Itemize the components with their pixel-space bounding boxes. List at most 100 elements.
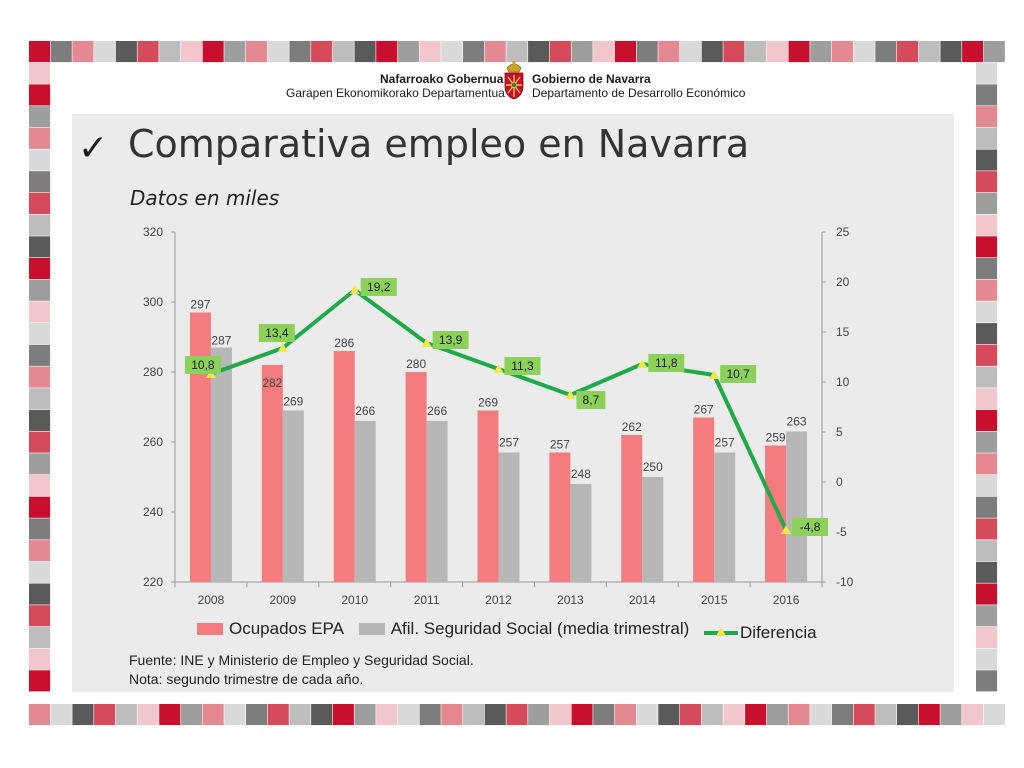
- border-tile: [976, 279, 998, 301]
- border-tile: [354, 704, 376, 726]
- border-tile: [506, 704, 528, 726]
- org-name-basque: Nafarroako Gobernua: [380, 72, 504, 86]
- border-tile: [976, 388, 998, 410]
- border-tile: [976, 127, 998, 149]
- border-tile: [29, 62, 51, 84]
- border-tile: [571, 41, 593, 63]
- border-tile: [962, 41, 984, 63]
- border-tile: [29, 192, 51, 214]
- border-tile: [976, 192, 998, 214]
- border-tile: [29, 670, 51, 692]
- border-tile: [29, 366, 51, 388]
- border-tile: [788, 41, 810, 63]
- border-tile: [976, 258, 998, 280]
- border-tile: [983, 41, 1005, 63]
- border-tile: [976, 670, 998, 692]
- border-tile: [897, 41, 919, 63]
- border-tile: [29, 648, 51, 670]
- border-tile: [29, 214, 51, 236]
- border-tile: [29, 409, 51, 431]
- border-tile: [72, 41, 94, 63]
- border-tile: [376, 41, 398, 63]
- government-header: Nafarroako Gobernua Garapen Ekonomikorak…: [286, 61, 746, 104]
- border-tile: [745, 41, 767, 63]
- border-tile: [29, 453, 51, 475]
- border-tile: [29, 496, 51, 518]
- border-tile: [29, 431, 51, 453]
- border-tile: [976, 648, 998, 670]
- border-tile: [29, 704, 51, 726]
- legend-item-afiliados: Afil. Seguridad Social (media trimestral…: [358, 619, 689, 639]
- border-tile: [680, 704, 702, 726]
- border-tile: [976, 344, 998, 366]
- border-tile: [976, 366, 998, 388]
- border-tile: [419, 704, 441, 726]
- border-tile: [658, 41, 680, 63]
- border-tile: [571, 704, 593, 726]
- border-tile: [940, 41, 962, 63]
- border-tile: [202, 41, 224, 63]
- legend-label-ocupados: Ocupados EPA: [229, 619, 344, 638]
- border-tile: [976, 475, 998, 497]
- border-tile: [614, 41, 636, 63]
- border-tile: [528, 704, 550, 726]
- border-tile: [419, 41, 441, 63]
- border-tile: [614, 704, 636, 726]
- border-tile: [976, 453, 998, 475]
- border-tile: [976, 409, 998, 431]
- border-tile: [202, 704, 224, 726]
- border-tile: [976, 62, 998, 84]
- border-tile: [976, 149, 998, 171]
- border-tile: [701, 41, 723, 63]
- border-tile: [29, 84, 51, 106]
- border-tile: [29, 279, 51, 301]
- border-tile: [940, 704, 962, 726]
- border-tile: [137, 41, 159, 63]
- chart-legend: Ocupados EPA Afil. Seguridad Social (med…: [197, 619, 827, 643]
- border-tile: [680, 41, 702, 63]
- border-tile: [246, 41, 268, 63]
- legend-swatch-diferencia: [704, 627, 739, 636]
- page-title: Comparativa empleo en Navarra: [128, 122, 750, 166]
- border-tile: [311, 41, 333, 63]
- border-tile: [853, 41, 875, 63]
- border-tile: [962, 704, 984, 726]
- border-tile: [94, 41, 116, 63]
- border-tile: [918, 41, 940, 63]
- border-tile: [484, 704, 506, 726]
- border-tile: [810, 704, 832, 726]
- border-tile: [29, 171, 51, 193]
- border-tile: [976, 106, 998, 128]
- border-tile: [810, 41, 832, 63]
- border-tile: [29, 149, 51, 171]
- border-tile: [506, 41, 528, 63]
- border-tile: [115, 704, 137, 726]
- dept-name-basque: Garapen Ekonomikorako Departamentua: [286, 86, 505, 100]
- border-tile: [875, 704, 897, 726]
- border-tile: [289, 41, 311, 63]
- dept-name-spanish: Departamento de Desarrollo Económico: [532, 86, 746, 100]
- border-tile: [29, 583, 51, 605]
- border-tile: [976, 561, 998, 583]
- border-tile: [831, 704, 853, 726]
- border-tile: [976, 518, 998, 540]
- legend-swatch-ocupados: [197, 623, 223, 635]
- border-tile: [593, 41, 615, 63]
- border-tile: [311, 704, 333, 726]
- border-tile: [441, 41, 463, 63]
- border-tile: [875, 41, 897, 63]
- border-tile: [224, 704, 246, 726]
- border-tile: [29, 605, 51, 627]
- border-tile: [441, 704, 463, 726]
- border-tile: [976, 540, 998, 562]
- border-tile: [701, 704, 723, 726]
- border-tile: [159, 704, 181, 726]
- source-note: Fuente: INE y Ministerio de Empleo y Seg…: [129, 652, 474, 668]
- border-tile: [976, 496, 998, 518]
- border-tile: [976, 171, 998, 193]
- border-tile: [463, 41, 485, 63]
- border-tile: [29, 561, 51, 583]
- legend-swatch-afiliados: [358, 623, 385, 635]
- border-tile: [50, 41, 72, 63]
- legend-label-diferencia: Diferencia: [740, 623, 817, 642]
